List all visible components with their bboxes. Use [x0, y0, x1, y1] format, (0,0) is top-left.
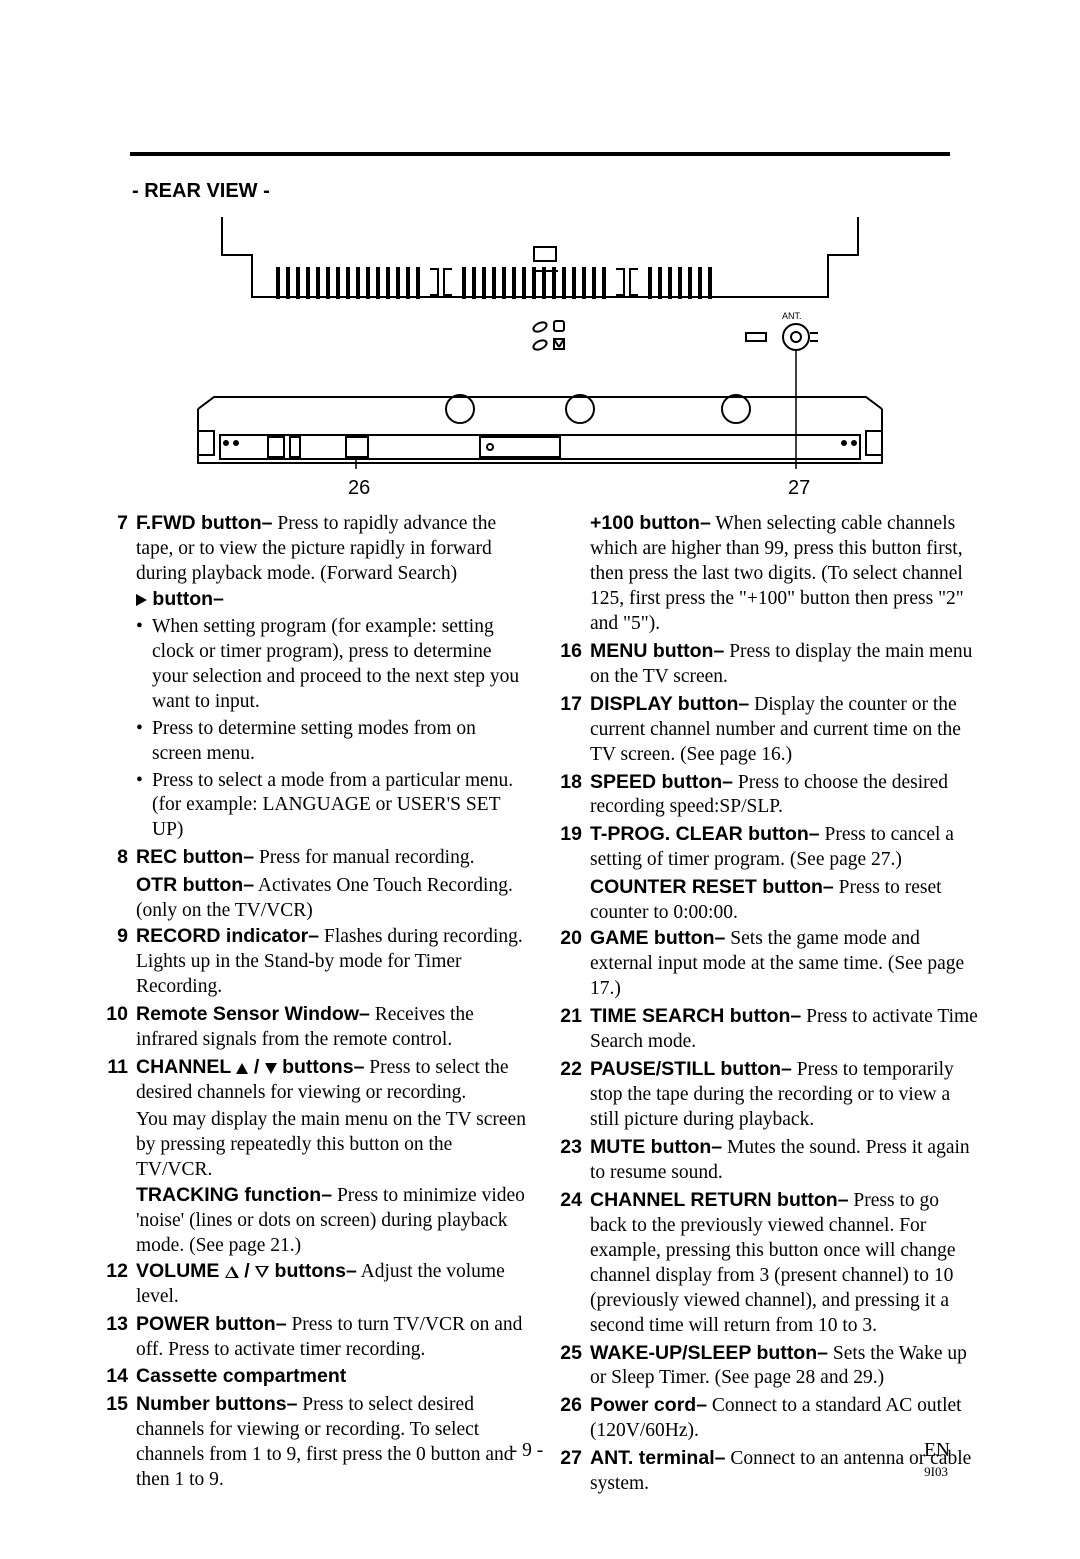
top-rule — [130, 152, 950, 156]
lang-code: EN — [924, 1440, 950, 1462]
rear-view-diagram: ANT. — [160, 209, 920, 469]
columns: 7F.FWD button– Press to rapidly advance … — [100, 511, 980, 1499]
footer-code: 9I03 — [924, 1464, 948, 1480]
ant-label: ANT. — [782, 311, 802, 321]
left-column: 7F.FWD button– Press to rapidly advance … — [100, 511, 526, 1499]
right-column: +100 button– When selecting cable channe… — [554, 511, 980, 1499]
callout-26: 26 — [348, 477, 370, 500]
footer: - 9 - EN — [130, 1440, 950, 1462]
page: - REAR VIEW - — [0, 0, 1080, 1559]
page-number: - 9 - — [511, 1440, 544, 1462]
callout-27: 27 — [788, 477, 810, 500]
rear-view-heading: - REAR VIEW - — [132, 180, 980, 203]
diagram-callouts: 26 27 — [160, 477, 920, 501]
